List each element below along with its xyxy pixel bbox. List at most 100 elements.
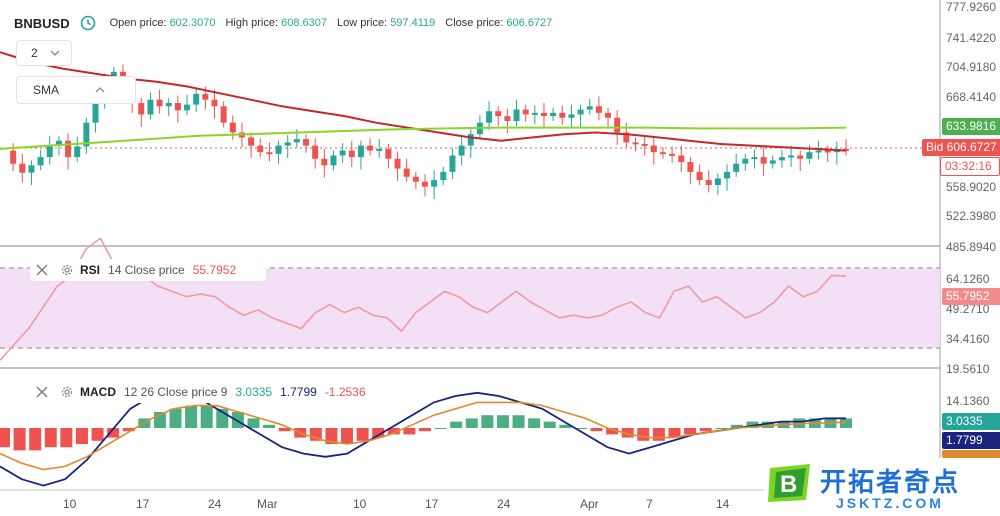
rsi-tick: 49.2710 xyxy=(946,302,990,316)
price-tick: 777.9260 xyxy=(946,0,996,14)
price-tick: 558.9020 xyxy=(946,180,996,194)
macd-histogram-bar xyxy=(325,428,338,444)
rsi-value: 55.7952 xyxy=(192,263,237,277)
macd-histogram-bar xyxy=(0,428,10,448)
candle-body xyxy=(650,145,657,153)
chevron-up-icon xyxy=(95,86,105,94)
sma-price-tag: 633.9816 xyxy=(942,118,1000,135)
candle-body xyxy=(220,106,227,123)
candle-body xyxy=(46,145,53,158)
candle-body xyxy=(367,145,374,151)
interval-value: 2 xyxy=(31,46,38,60)
macd-histogram-bar xyxy=(559,424,572,428)
rsi-tick: 34.4160 xyxy=(946,332,990,346)
countdown-timer-tag: 03:32:16 xyxy=(940,157,1000,176)
time-tick: 7 xyxy=(646,497,653,511)
sma-green-line xyxy=(0,126,847,150)
brand-logo-icon: B xyxy=(768,464,810,502)
candle-body xyxy=(312,145,319,159)
candle-body xyxy=(403,168,410,177)
time-tick: 10 xyxy=(63,497,77,511)
candle-body xyxy=(266,152,273,155)
rsi-header: RSI 14 Close price 55.7952 xyxy=(30,259,266,281)
candle-body xyxy=(632,142,639,145)
macd-histogram-bar xyxy=(13,428,26,451)
macd-histogram-bar xyxy=(762,421,775,428)
indicator-label: SMA xyxy=(33,83,60,97)
gear-icon[interactable] xyxy=(60,263,74,277)
time-tick: Mar xyxy=(257,497,278,511)
indicator-dropdown[interactable]: SMA xyxy=(16,76,136,104)
candle-body xyxy=(147,99,154,115)
candle-body xyxy=(229,122,236,133)
candle-body xyxy=(422,181,428,187)
time-tick: Apr xyxy=(580,497,599,511)
sma-red-line xyxy=(0,51,847,152)
symbol-name[interactable]: BNBUSD xyxy=(14,15,70,31)
price-tick: 668.4140 xyxy=(946,90,996,104)
candle-body xyxy=(412,176,419,182)
candle-body xyxy=(724,171,731,179)
candle-body xyxy=(605,112,612,118)
macd-histogram-bar xyxy=(512,415,525,428)
macd-histogram-bar xyxy=(91,428,104,441)
watermark-text-en: JSKTZ.COM xyxy=(836,495,944,511)
macd-histogram-bar xyxy=(590,428,603,432)
candle-body xyxy=(614,117,621,133)
interval-dropdown[interactable]: 2 xyxy=(16,40,72,66)
macd-histogram-bar xyxy=(122,428,135,432)
gear-icon[interactable] xyxy=(60,385,74,399)
macd-histogram-bar xyxy=(403,428,416,435)
candle-body xyxy=(83,122,90,147)
price-tick: 704.9180 xyxy=(946,60,996,74)
macd-histogram-bar xyxy=(372,428,385,438)
bid-price-tag: Bid 606.6727 xyxy=(922,139,1000,156)
macd-value: 3.0335 xyxy=(235,385,273,399)
candle-body xyxy=(293,139,300,143)
candle-body xyxy=(522,109,529,115)
macd-histogram-bar xyxy=(278,428,291,432)
candle-body xyxy=(678,155,685,163)
candle-body xyxy=(431,180,438,187)
rsi-value-tag: 55.7952 xyxy=(942,288,1000,305)
candle-body xyxy=(193,93,200,105)
macd-histogram-bar xyxy=(356,428,369,441)
time-tick: 24 xyxy=(208,497,222,511)
macd-histogram-bar xyxy=(684,428,697,435)
close-price: Close price: 606.6727 xyxy=(445,17,553,29)
open-price: Open price: 602.3070 xyxy=(109,17,216,29)
rsi-params: 14 Close price xyxy=(108,263,185,277)
candle-body xyxy=(714,178,721,185)
candle-body xyxy=(513,109,520,122)
candle-body xyxy=(184,104,191,111)
rsi-tick: 19.5610 xyxy=(946,362,990,376)
candle-body xyxy=(577,109,584,115)
macd-header: MACD 12 26 Close price 9 3.0335 1.7799 -… xyxy=(30,381,390,403)
macd-name: MACD xyxy=(80,385,116,399)
macd-histogram-bar xyxy=(574,428,587,429)
time-tick: 10 xyxy=(353,497,367,511)
macd-histogram-bar xyxy=(637,428,650,441)
candle-body xyxy=(257,145,264,153)
macd-line xyxy=(0,391,847,487)
macd-histogram-bar xyxy=(185,405,198,428)
candle-body xyxy=(174,102,181,111)
macd-histogram-bar xyxy=(496,415,509,428)
clock-icon[interactable] xyxy=(80,15,96,31)
macd-histogram-bar xyxy=(481,415,494,428)
candle-body xyxy=(742,158,749,164)
candle-body xyxy=(202,93,209,100)
close-icon[interactable] xyxy=(36,386,48,398)
price-tick: 522.3980 xyxy=(946,209,996,223)
candle-body xyxy=(348,150,355,158)
candle-body xyxy=(486,111,493,123)
macd-signal-line xyxy=(0,401,847,471)
candle-body xyxy=(531,112,538,115)
close-icon[interactable] xyxy=(36,264,48,276)
macd-histogram-bar xyxy=(434,428,447,429)
candle-body xyxy=(385,148,392,159)
macd-histogram-bar xyxy=(652,428,665,441)
macd-histogram-bar xyxy=(231,412,244,428)
candle-body xyxy=(504,116,511,122)
